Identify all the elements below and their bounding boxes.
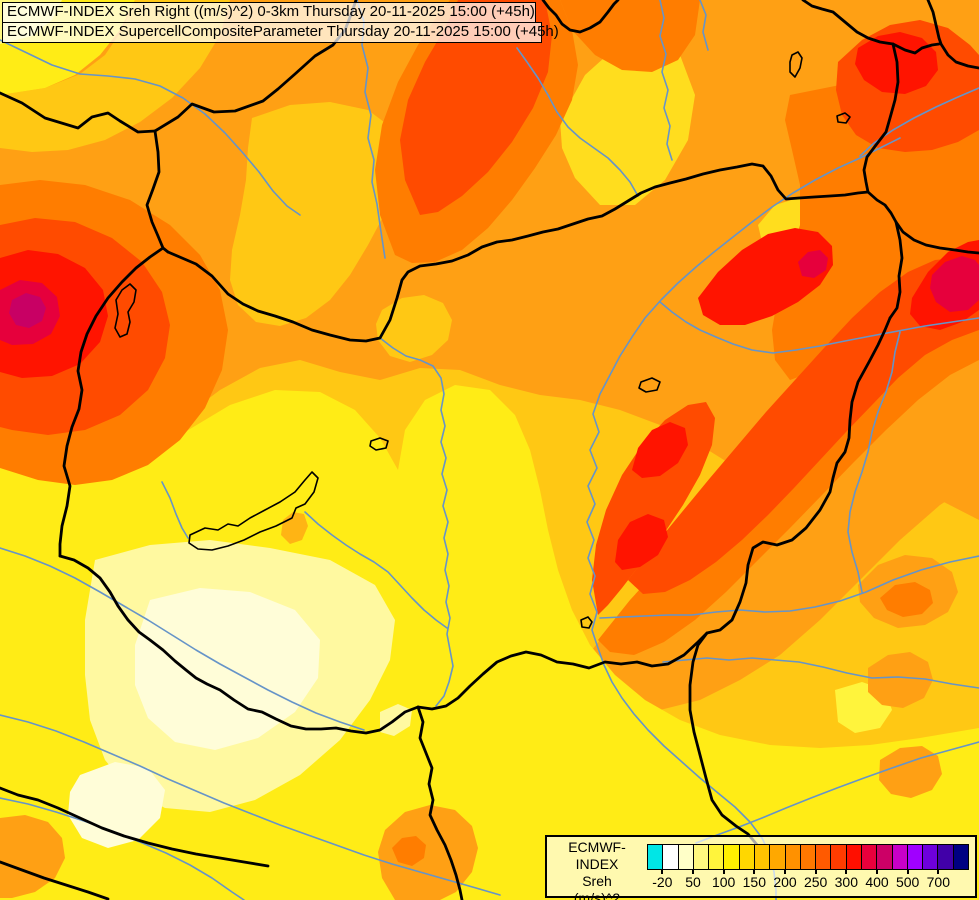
border-sk-ua (862, 42, 900, 194)
lake-velence (369, 437, 389, 451)
river-east-slovakia-2 (699, 0, 709, 51)
river-somes (659, 301, 979, 354)
legend-cell (663, 845, 679, 869)
border-hu-sk (166, 162, 870, 343)
map-title-secondary-text: ECMWF-INDEX SupercellCompositeParameter … (7, 23, 559, 40)
legend-tick-mark (784, 869, 786, 874)
legend-tick-label: 200 (773, 874, 797, 890)
map-title-secondary: ECMWF-INDEX SupercellCompositeParameter … (2, 22, 559, 43)
legend-tick-mark (753, 869, 756, 874)
legend-cell (785, 845, 801, 869)
lake-tisza (638, 377, 661, 393)
river-koros-north (599, 555, 979, 619)
river-sava (0, 714, 501, 896)
border-pl-ua-north (801, 0, 941, 55)
map-title-primary-text: ECMWF-INDEX Sreh Right ((m/s)^2) 0-3km T… (7, 3, 535, 20)
river-drava (0, 547, 365, 731)
river-zala (161, 481, 189, 539)
legend-tick-label: 100 (711, 874, 736, 890)
legend-tick-label: 50 (685, 874, 701, 890)
map-title-primary: ECMWF-INDEX Sreh Right ((m/s)^2) 0-3km T… (2, 2, 536, 23)
legend-tick-label: 400 (865, 874, 889, 890)
river-east-slovakia (659, 0, 673, 161)
legend-cell (938, 845, 954, 869)
border-hu-ua (866, 190, 979, 255)
river-tisza (586, 137, 901, 900)
legend-cell (739, 845, 755, 869)
legend-box: ECMWF-INDEX Sreh (m/s)^2 -20 50 100 150 200 2… (545, 835, 977, 900)
legend-cell (709, 845, 725, 869)
river-hron (516, 47, 639, 197)
border-sk-pl (541, 0, 620, 34)
legend-cell (693, 845, 710, 869)
border-at-sk (145, 129, 170, 254)
legend-cell (877, 845, 893, 869)
legend-cell (678, 845, 694, 869)
river-upper-tisza-trib (859, 87, 979, 157)
legend-cell (861, 845, 878, 869)
lakes (114, 51, 851, 629)
legend-ticks: -20 50 100 150 200 250 300 400 500 700 (647, 869, 969, 893)
lake-small-south (580, 616, 593, 629)
legend-tick-label: 150 (742, 874, 766, 890)
legend-tick-label: -20 (652, 874, 673, 890)
legend-cell (831, 845, 847, 869)
river-vah (356, 0, 386, 259)
river-danube-south (379, 337, 454, 707)
lake-neusiedl (114, 283, 137, 338)
river-maros (695, 741, 979, 844)
legend-tick-label: 500 (895, 874, 920, 890)
border-hr-ba-1 (0, 786, 270, 868)
legend-cell (892, 845, 908, 869)
legend-tick-mark (937, 869, 940, 874)
legend-tick-mark (692, 869, 694, 874)
river-morava (0, 39, 301, 216)
legend-cell (770, 845, 786, 869)
legend-cell (800, 845, 817, 869)
river-transylvania (847, 331, 901, 593)
legend-unit-label: (m/s)^2 (573, 890, 621, 900)
legend-cell (953, 845, 968, 869)
border-hu-rs-hr (58, 554, 709, 735)
legend-tick-mark (845, 869, 848, 874)
legend-parameter-label: Sreh (582, 873, 612, 889)
border-ua-top-right (926, 0, 979, 70)
legend-tick-mark (661, 869, 664, 874)
legend-colorbar (647, 844, 969, 870)
lake-sirava (789, 51, 803, 78)
legend-labels: ECMWF-INDEX Sreh (m/s)^2 (547, 839, 647, 900)
legend-cell (923, 845, 939, 869)
lake-small-ne (836, 112, 851, 124)
border-ua-ro (888, 220, 904, 320)
legend-cell (816, 845, 832, 869)
river-koros-south (662, 657, 979, 689)
legend-cell (648, 845, 664, 869)
legend-cell (754, 845, 771, 869)
border-hr-rs-danube (416, 705, 464, 900)
legend-cell (846, 845, 862, 869)
legend-tick-label: 250 (803, 874, 828, 890)
border-cz-at (0, 91, 157, 134)
border-hr-ba-2 (0, 860, 110, 900)
lake-balaton (188, 471, 319, 551)
legend-tick-label: 300 (834, 874, 858, 890)
border-at-hu (58, 246, 165, 558)
legend-tick-mark (906, 869, 909, 874)
legend-tick-mark (814, 869, 817, 874)
legend-tick-mark (876, 869, 878, 874)
legend-tick-label: 700 (926, 874, 950, 890)
river-sio (304, 511, 448, 629)
legend-model-label: ECMWF-INDEX (568, 839, 626, 872)
legend-cell (724, 845, 740, 869)
legend-tick-mark (722, 869, 725, 874)
border-hu-ro-rs (688, 316, 892, 860)
legend-cell (907, 845, 924, 869)
